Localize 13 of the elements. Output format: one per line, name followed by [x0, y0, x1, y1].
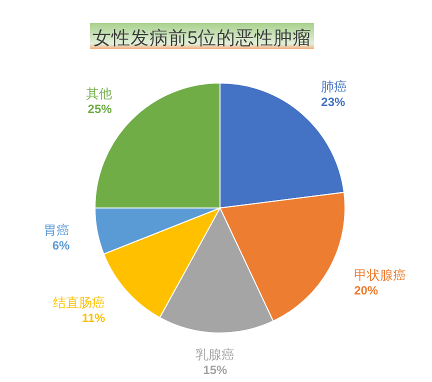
- data-label: 23%: [321, 95, 346, 110]
- data-label: 11%: [82, 311, 106, 326]
- data-label: 6%: [52, 238, 70, 253]
- data-label: 15%: [203, 362, 228, 377]
- slice-label: 其他: [86, 86, 112, 101]
- slice-label: 肺癌: [321, 79, 348, 94]
- data-label: 20%: [354, 284, 378, 298]
- slice-label: 结直肠癌: [53, 295, 106, 310]
- slice-label: 乳腺癌: [196, 346, 235, 362]
- chart-title: 女性发病前5位的恶性肿瘤: [92, 27, 312, 48]
- slice-label: 甲状腺癌: [354, 268, 406, 283]
- data-label: 25%: [88, 102, 112, 116]
- slice-label: 胃癌: [44, 222, 70, 238]
